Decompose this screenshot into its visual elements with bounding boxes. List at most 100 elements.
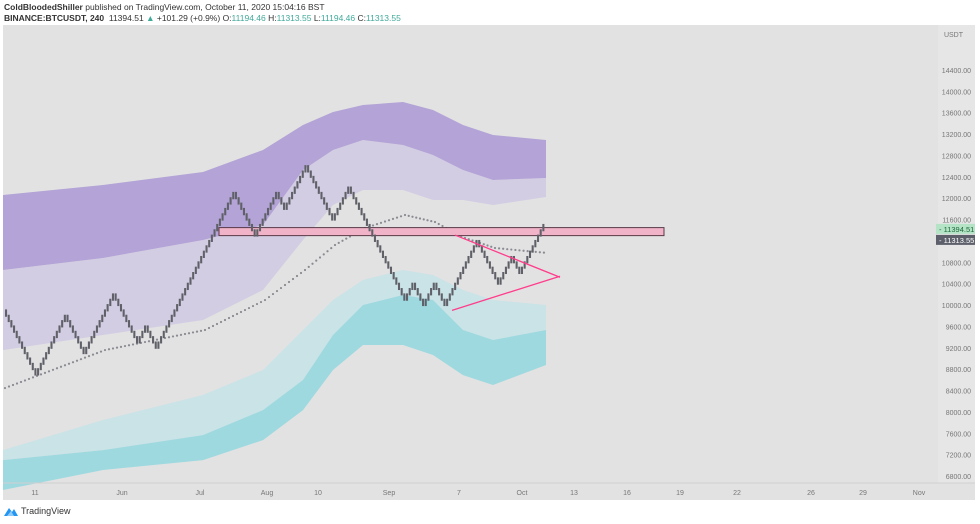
x-tick-label: 16 <box>623 490 631 497</box>
renko-brick <box>170 314 173 323</box>
renko-brick <box>15 330 18 339</box>
ma-dot <box>287 280 291 284</box>
renko-brick <box>448 293 451 301</box>
ma-dot <box>263 298 267 302</box>
renko-brick <box>293 186 296 194</box>
ma-dot <box>11 383 15 387</box>
renko-brick <box>323 197 326 205</box>
x-tick-label: Oct <box>517 490 528 497</box>
x-tick-label: 26 <box>807 490 815 497</box>
last-price: 11394.51 <box>108 13 144 23</box>
tradingview-logo[interactable]: TradingView <box>4 506 71 516</box>
renko-chart[interactable]: 14400.00 14000.00 13600.00 13200.00 12800.00… <box>3 25 975 500</box>
renko-brick <box>347 186 350 194</box>
renko-brick <box>229 197 232 205</box>
renko-brick <box>93 330 96 339</box>
ma-dot <box>99 350 103 353</box>
renko-brick <box>47 346 50 355</box>
ma-dot <box>123 344 127 348</box>
ma-dot <box>299 271 303 275</box>
renko-brick <box>299 175 302 184</box>
renko-brick <box>408 288 411 296</box>
ma-dot <box>147 340 151 343</box>
y-tick-label: 10400.00 <box>942 282 971 289</box>
y-tick-label: 14000.00 <box>942 89 971 96</box>
renko-brick <box>333 213 336 221</box>
renko-brick <box>152 336 155 344</box>
lower-band-inner <box>3 270 546 461</box>
renko-brick <box>315 181 318 189</box>
ma-dot <box>379 221 383 224</box>
renko-brick <box>58 325 61 333</box>
ma-dot <box>407 214 410 217</box>
renko-brick <box>34 368 37 376</box>
renko-brick <box>23 346 26 355</box>
renko-brick <box>162 330 165 339</box>
price-change: +101.29 (+0.9%) <box>156 13 221 23</box>
x-tick-label: 10 <box>314 490 322 497</box>
renko-brick <box>125 314 128 323</box>
ma-dot <box>441 224 444 228</box>
renko-brick <box>82 346 85 355</box>
x-tick-label: 13 <box>570 490 578 497</box>
author-name[interactable]: ColdBloodedShiller <box>4 2 83 12</box>
renko-brick <box>213 229 216 237</box>
ma-dot <box>333 243 337 247</box>
renko-brick <box>336 207 339 216</box>
renko-brick <box>357 202 360 210</box>
x-tick-label: Sep <box>383 490 396 497</box>
renko-brick <box>518 266 521 275</box>
renko-brick <box>250 223 254 232</box>
publish-text: published on TradingView.com, October 11… <box>85 2 325 12</box>
y-tick-label: 7200.00 <box>946 453 971 460</box>
renko-brick <box>173 309 176 317</box>
renko-brick <box>512 255 515 264</box>
renko-brick <box>304 165 307 173</box>
ma-dot <box>411 215 414 218</box>
renko-brick <box>539 229 542 237</box>
renko-brick <box>240 202 243 210</box>
ma-dot <box>31 376 35 379</box>
price-axis <box>938 25 975 483</box>
ma-dot <box>255 302 259 306</box>
renko-brick <box>186 282 189 291</box>
renko-brick <box>403 293 406 301</box>
renko-brick <box>352 191 355 200</box>
ma-dot <box>375 223 379 226</box>
renko-brick <box>430 288 433 296</box>
lower-band-outer <box>3 295 546 490</box>
x-tick-label: 19 <box>676 490 684 497</box>
ma-dot <box>239 310 243 314</box>
renko-brick <box>149 330 152 339</box>
renko-brick <box>507 261 510 269</box>
y-tick-label: 10000.00 <box>942 303 971 310</box>
y-tick-label: 11600.00 <box>942 218 971 225</box>
ma-dot <box>247 306 251 310</box>
ma-dot <box>514 248 517 252</box>
ma-dot <box>235 312 239 316</box>
ma-dot <box>167 336 171 339</box>
ma-dot <box>418 217 422 220</box>
chart-area[interactable]: 14400.00 14000.00 13600.00 13200.00 12800.00… <box>3 25 975 500</box>
x-tick-label: Jun <box>116 490 127 497</box>
ma-dot <box>23 379 27 382</box>
ma-dot <box>267 295 271 299</box>
renko-brick <box>467 255 470 264</box>
low-label: L: <box>313 13 321 23</box>
up-arrow-icon: ▲ <box>146 13 155 23</box>
ma-dot <box>493 246 497 250</box>
renko-brick <box>245 213 248 221</box>
renko-brick <box>224 207 227 216</box>
ma-dot <box>27 377 31 381</box>
close-label: C: <box>357 13 367 23</box>
renko-brick <box>45 352 48 360</box>
renko-brick <box>440 293 443 301</box>
renko-brick <box>331 213 334 221</box>
unit-label: USDT <box>944 32 964 39</box>
ma-dot <box>426 219 429 222</box>
renko-brick <box>138 336 141 344</box>
ma-dot <box>115 346 119 349</box>
renko-brick <box>237 197 240 205</box>
ma-dot <box>191 331 195 334</box>
renko-brick <box>135 336 139 344</box>
